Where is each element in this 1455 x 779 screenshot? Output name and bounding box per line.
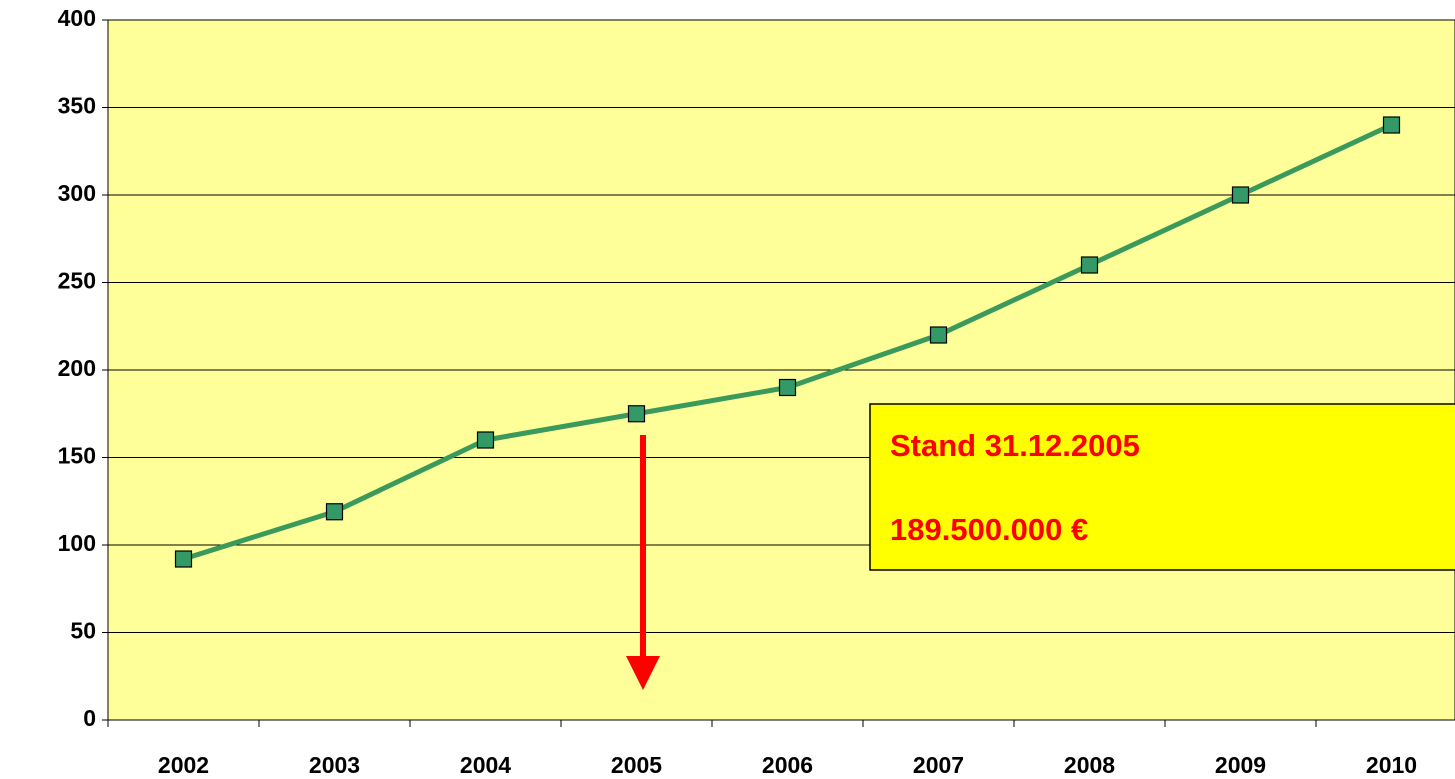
layer: 0 50 100 150 200 250 300 350 400 2002 2003 2004 2005… [58, 5, 1455, 778]
arrow-head [626, 656, 660, 690]
x-tick-label: 2009 [1215, 752, 1266, 778]
marker [929, 326, 948, 344]
y-tick-label: 50 [70, 618, 96, 644]
marker [1231, 186, 1250, 204]
y-tick-label: 150 [58, 443, 96, 469]
x-tick-label: 2006 [762, 752, 813, 778]
marker [1080, 256, 1099, 274]
marker [325, 503, 344, 521]
y-tick-label: 350 [58, 93, 96, 119]
x-tick-label: 2002 [158, 752, 209, 778]
annotation: Stand 31.12.2005 [890, 428, 1140, 463]
y-tick-label: 100 [58, 530, 96, 556]
marker [778, 378, 797, 397]
marker [476, 431, 495, 449]
y-tick-label: 200 [58, 355, 96, 381]
y-tick-label: 300 [58, 180, 96, 206]
annotation: 189.500.000 € [890, 512, 1088, 547]
y-tick-label: 250 [58, 268, 96, 294]
y-tick-label: 0 [83, 705, 96, 731]
x-tick-label: 2003 [309, 752, 360, 778]
x-tick-label: 2008 [1064, 752, 1115, 778]
x-tick-label: 2004 [460, 752, 511, 778]
marker [627, 405, 646, 423]
y-tick-label: 400 [58, 5, 96, 31]
marker [174, 550, 193, 568]
x-tick-label: 2005 [611, 752, 662, 778]
annotation-box [869, 403, 1455, 571]
x-tick-label: 2010 [1366, 752, 1417, 778]
marker [1382, 116, 1401, 134]
x-tick-label: 2007 [913, 752, 964, 778]
